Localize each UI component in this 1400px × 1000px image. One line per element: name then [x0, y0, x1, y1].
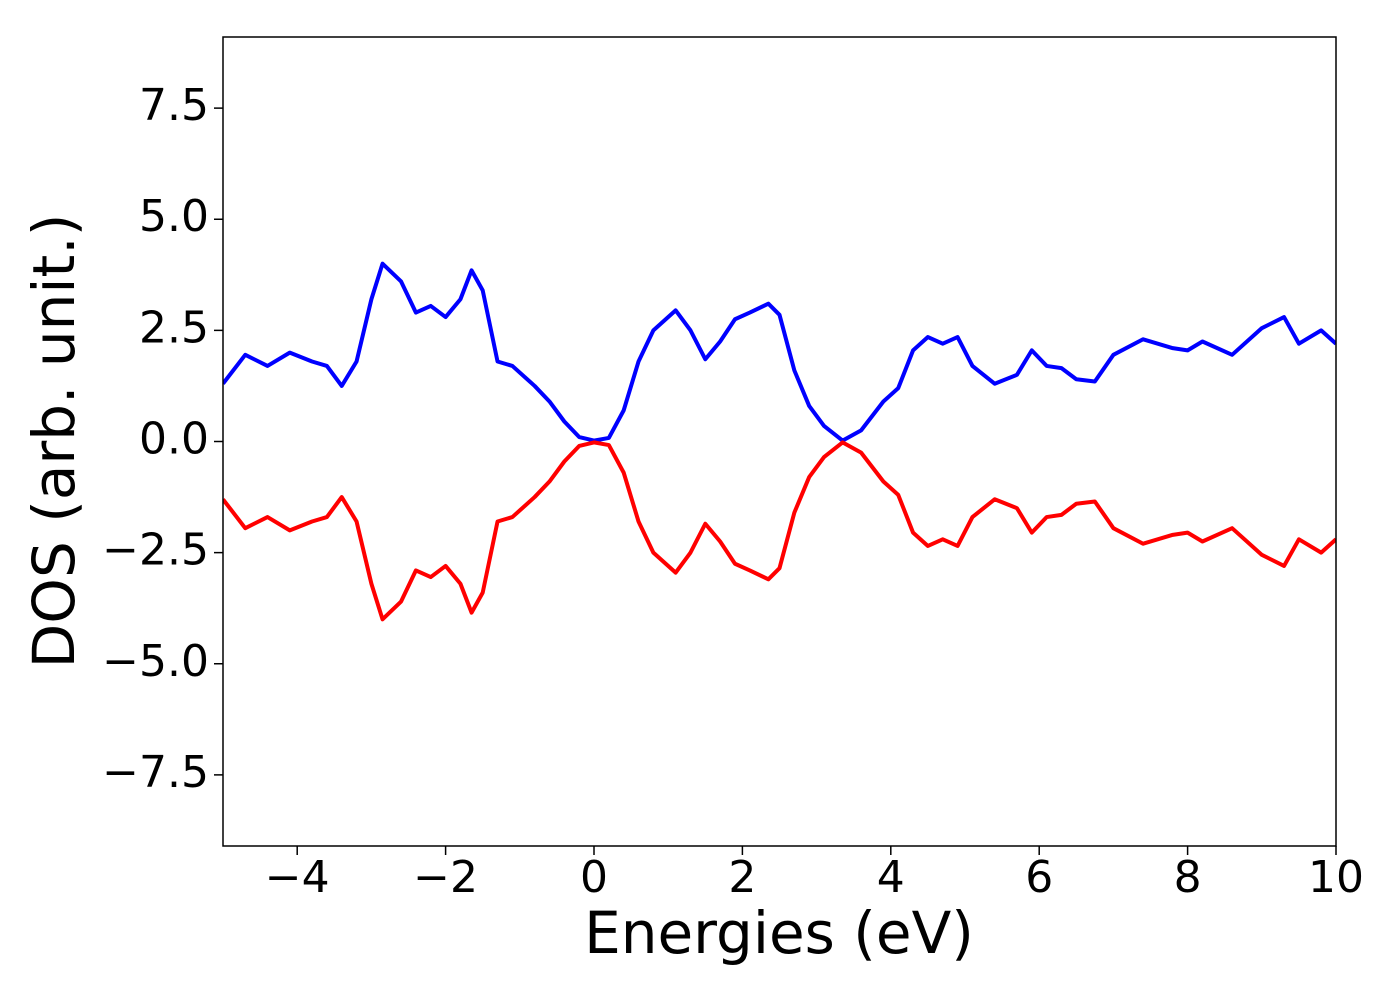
y-axis-label: DOS (arb. unit.) [20, 214, 88, 669]
line-series [223, 261, 1336, 443]
y-tick-label: −2.5 [102, 525, 209, 576]
y-tick-label: −7.5 [102, 747, 209, 798]
x-tick-label: 0 [580, 852, 608, 903]
y-tick-label: 0.0 [139, 414, 209, 465]
plot-frame [222, 36, 1337, 847]
y-tick-label: 2.5 [139, 302, 209, 353]
x-tick-label: −2 [413, 852, 478, 903]
x-tick-label: 10 [1308, 852, 1364, 903]
x-tick-label: 2 [728, 852, 756, 903]
x-tick-label: 8 [1174, 852, 1202, 903]
x-axis-label: Energies (eV) [584, 899, 974, 967]
x-tick-label: 4 [877, 852, 905, 903]
x-tick-label: −4 [265, 852, 330, 903]
y-tick-label: 7.5 [139, 80, 209, 131]
line-series [223, 440, 1336, 622]
x-tick-label: 6 [1025, 852, 1053, 903]
y-tick-label: 5.0 [139, 191, 209, 242]
y-tick-label: −5.0 [102, 636, 209, 687]
